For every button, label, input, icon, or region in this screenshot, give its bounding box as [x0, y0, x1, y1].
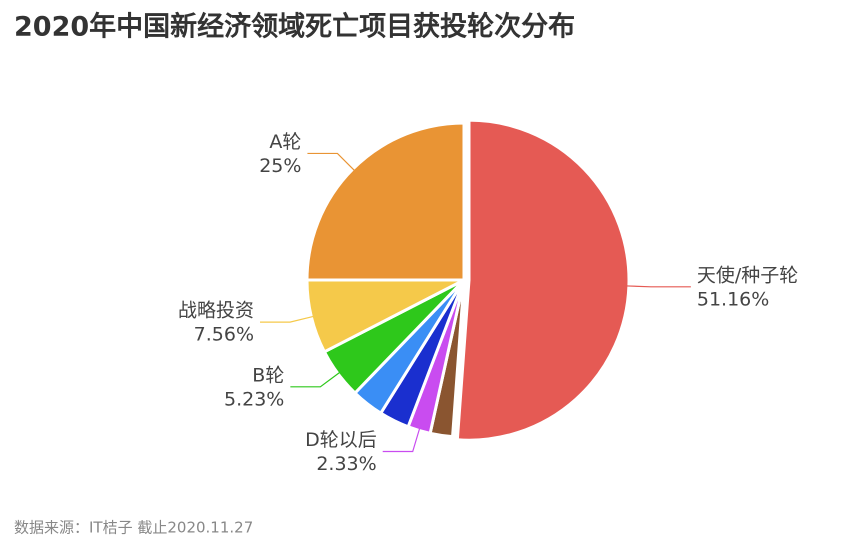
slice-label: A轮	[269, 131, 301, 153]
leader-line	[382, 428, 421, 453]
source: 数据来源：IT桔子 截止2020.11.27	[14, 519, 253, 537]
leader-line	[290, 371, 340, 388]
chart-title: 2020年中国新经济领域死亡项目获投轮次分布	[14, 11, 575, 43]
value-label: 51.16%	[697, 288, 769, 310]
value-label: 2.33%	[316, 453, 376, 475]
slice-label: D轮以后	[305, 429, 377, 451]
value-label: 7.56%	[194, 324, 254, 346]
pie-slice	[455, 118, 631, 442]
value-label: 5.23%	[224, 388, 284, 410]
leader-line	[626, 285, 691, 288]
slice-label: 战略投资	[178, 300, 254, 322]
leader-line	[307, 152, 355, 171]
value-label: 25%	[259, 155, 301, 177]
pie-slice	[305, 121, 466, 282]
slice-label: 天使/种子轮	[697, 264, 798, 286]
leader-line	[260, 315, 314, 323]
slice-label: B轮	[252, 364, 284, 386]
